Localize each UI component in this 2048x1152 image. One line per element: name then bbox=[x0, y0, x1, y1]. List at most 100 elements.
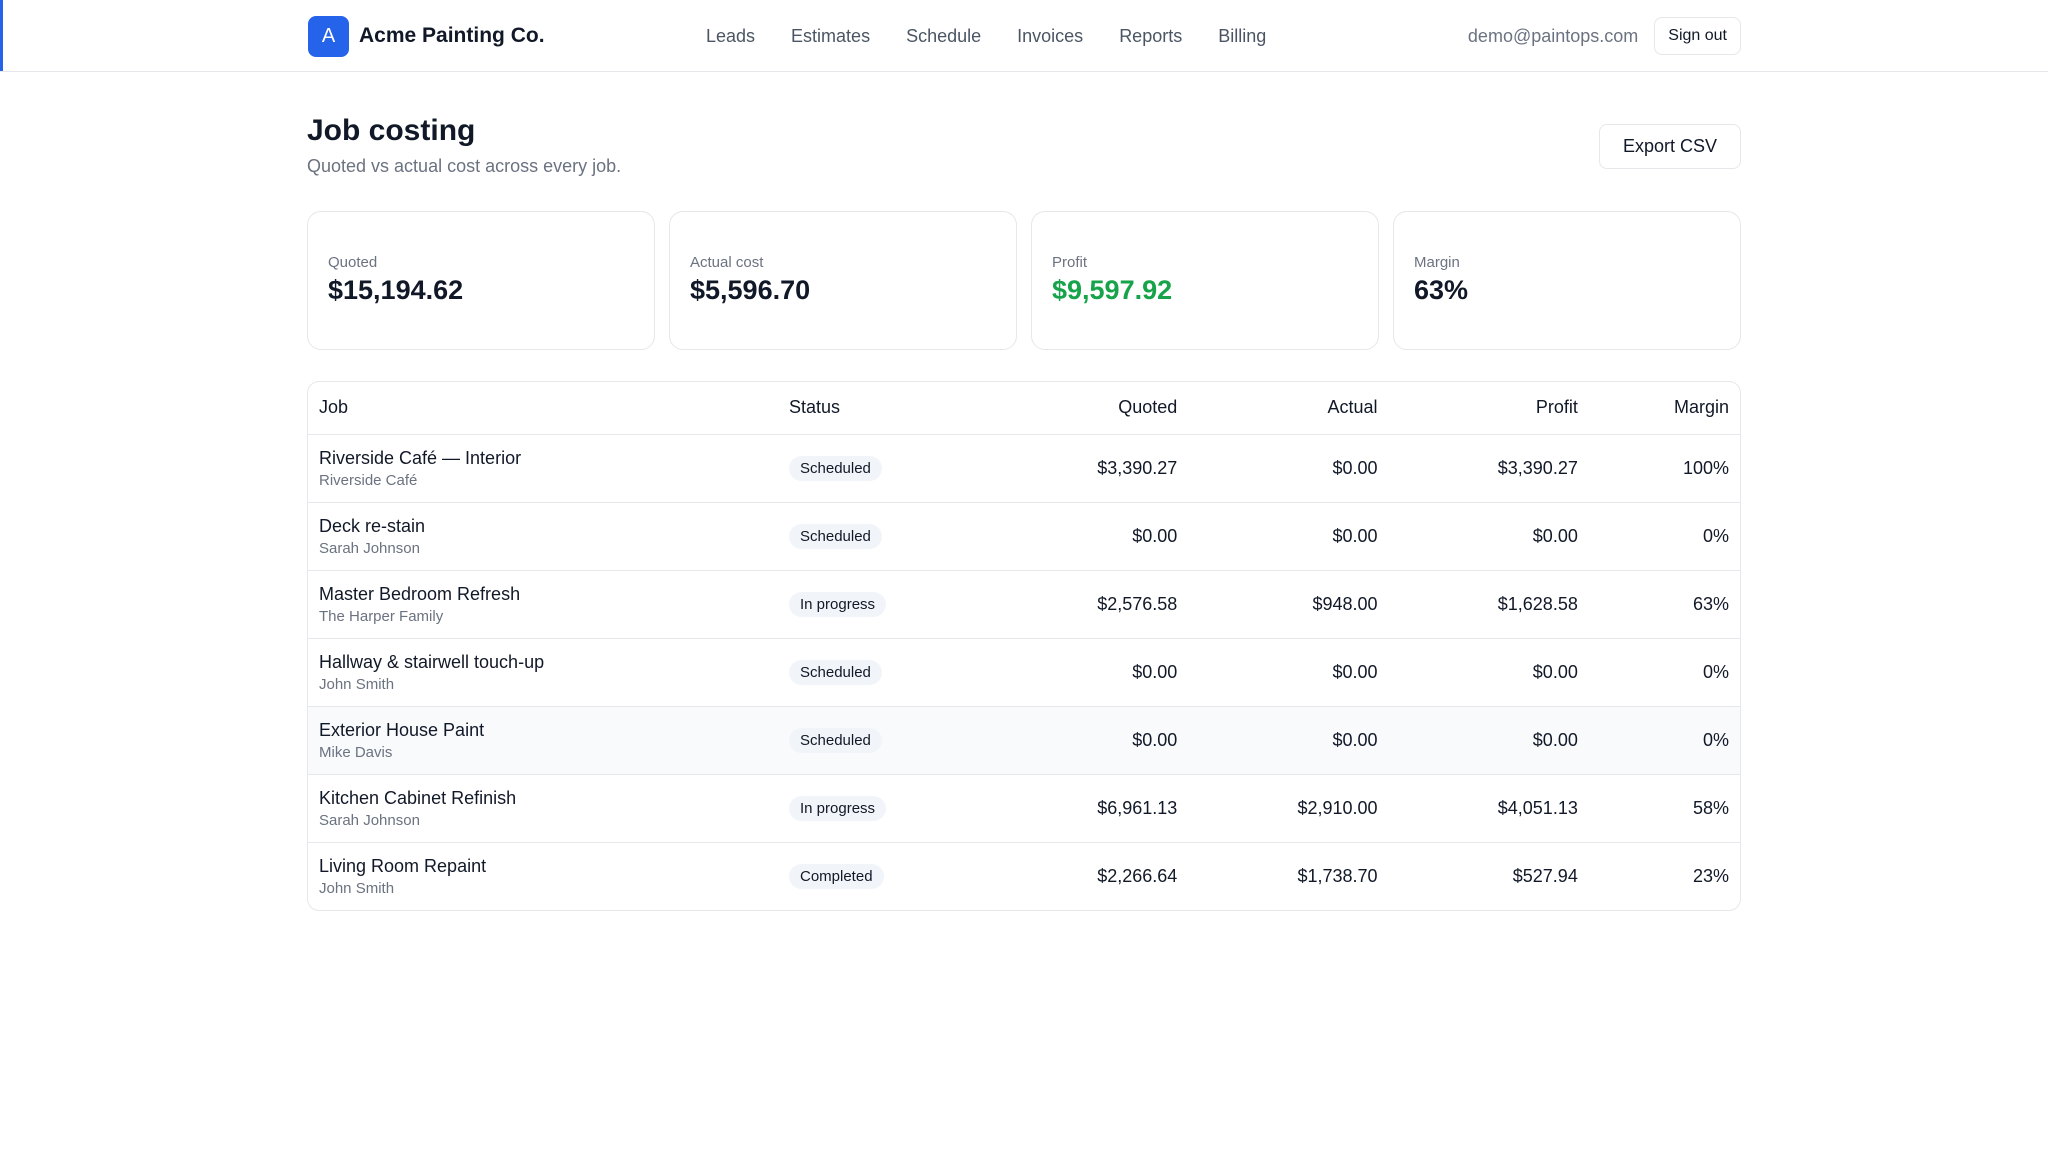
table-row[interactable]: Hallway & stairwell touch-up John Smith … bbox=[308, 638, 1740, 707]
job-name: Exterior House Paint bbox=[319, 719, 485, 740]
job-client: Riverside Café bbox=[319, 471, 418, 489]
actual-cell: $0.00 bbox=[1188, 502, 1389, 571]
job-cell: Living Room Repaint John Smith bbox=[308, 842, 778, 910]
summary-cards: Quoted $15,194.62 Actual cost $5,596.70 … bbox=[307, 211, 1741, 350]
actual-cost-total: $5,596.70 bbox=[690, 275, 811, 305]
brand[interactable]: A Acme Painting Co. bbox=[308, 15, 545, 57]
quoted-cell: $3,390.27 bbox=[988, 434, 1189, 503]
user-area: demo@paintops.com Sign out bbox=[1468, 17, 1741, 55]
margin-cell: 0% bbox=[1588, 502, 1740, 571]
table-row[interactable]: Living Room Repaint John Smith Completed… bbox=[308, 842, 1740, 910]
table-row[interactable]: Kitchen Cabinet Refinish Sarah Johnson I… bbox=[308, 774, 1740, 843]
user-email: demo@paintops.com bbox=[1467, 25, 1639, 46]
profit-total: $9,597.92 bbox=[1052, 275, 1173, 305]
table-header-row: Job Status Quoted Actual Profit Margin bbox=[308, 382, 1740, 435]
job-client: John Smith bbox=[319, 879, 395, 897]
profit-cell: $1,628.58 bbox=[1388, 570, 1589, 639]
status-cell: Scheduled bbox=[778, 502, 988, 571]
quoted-cell: $0.00 bbox=[988, 706, 1189, 775]
card-label: Profit bbox=[1052, 254, 1088, 271]
export-csv-button[interactable]: Export CSV bbox=[1599, 124, 1741, 169]
profit-cell: $0.00 bbox=[1388, 502, 1589, 571]
quoted-cell: $2,266.64 bbox=[1097, 865, 1178, 886]
column-header-job[interactable]: Job bbox=[308, 382, 778, 435]
status-cell: In progress bbox=[778, 774, 988, 843]
profit-card: Profit $9,597.92 bbox=[1031, 211, 1379, 350]
job-name: Master Bedroom Refresh bbox=[319, 583, 521, 604]
status-badge: In progress bbox=[789, 591, 887, 617]
table-row[interactable]: Master Bedroom Refresh The Harper Family… bbox=[308, 570, 1740, 639]
nav-reports[interactable]: Reports bbox=[1119, 25, 1183, 46]
brand-logo: A bbox=[308, 15, 349, 57]
nav-estimates[interactable]: Estimates bbox=[791, 25, 871, 46]
job-cell: Riverside Café — Interior Riverside Café bbox=[308, 434, 778, 503]
job-cell: Master Bedroom Refresh The Harper Family bbox=[308, 570, 778, 639]
nav-leads[interactable]: Leads bbox=[706, 25, 756, 46]
actual-cell: $0.00 bbox=[1188, 706, 1389, 775]
job-name: Hallway & stairwell touch-up bbox=[319, 651, 545, 672]
margin-cell: 63% bbox=[1588, 570, 1740, 639]
job-client: John Smith bbox=[319, 675, 395, 693]
quoted-cell: $0.00 bbox=[988, 502, 1189, 571]
job-client: Sarah Johnson bbox=[319, 811, 420, 829]
status-badge: Scheduled bbox=[789, 727, 882, 753]
column-header-actual[interactable]: Actual bbox=[1188, 382, 1389, 435]
table-row[interactable]: Exterior House Paint Mike Davis Schedule… bbox=[308, 706, 1740, 775]
job-client: Sarah Johnson bbox=[319, 539, 420, 557]
status-badge: In progress bbox=[789, 795, 887, 821]
nav-schedule[interactable]: Schedule bbox=[906, 25, 982, 46]
column-header-quoted[interactable]: Quoted bbox=[988, 382, 1189, 435]
margin-total: 63% bbox=[1414, 275, 1469, 305]
status-cell: Scheduled bbox=[778, 638, 988, 707]
brand-name: Acme Painting Co. bbox=[359, 24, 545, 47]
table-row[interactable]: Riverside Café — Interior Riverside Café… bbox=[308, 434, 1740, 503]
page-header: Job costing Quoted vs actual cost across… bbox=[307, 114, 1741, 177]
quoted-cell: $6,961.13 bbox=[988, 774, 1189, 843]
actual-cell: $2,910.00 bbox=[1188, 774, 1389, 843]
profit-cell: $527.94 bbox=[1512, 865, 1578, 886]
job-cell: Deck re-stain Sarah Johnson bbox=[308, 502, 778, 571]
status-cell: Scheduled bbox=[778, 706, 988, 775]
actual-cell: $1,738.70 bbox=[1297, 865, 1378, 886]
window-accent-bar bbox=[0, 0, 3, 72]
column-header-margin[interactable]: Margin bbox=[1588, 382, 1740, 435]
main-nav: Leads Estimates Schedule Invoices Report… bbox=[706, 0, 1266, 72]
status-cell: In progress bbox=[778, 570, 988, 639]
status-cell: Scheduled bbox=[778, 434, 988, 503]
status-cell: Completed bbox=[778, 842, 988, 910]
quoted-cell: $0.00 bbox=[988, 638, 1189, 707]
top-bar: A Acme Painting Co. Leads Estimates Sche… bbox=[0, 0, 2048, 72]
job-client: The Harper Family bbox=[319, 607, 444, 625]
job-name: Riverside Café — Interior bbox=[319, 447, 522, 468]
profit-cell: $0.00 bbox=[1388, 638, 1589, 707]
job-cell: Exterior House Paint Mike Davis bbox=[308, 706, 778, 775]
profit-cell: $3,390.27 bbox=[1388, 434, 1589, 503]
job-name: Kitchen Cabinet Refinish bbox=[319, 787, 517, 808]
quoted-card: Quoted $15,194.62 bbox=[307, 211, 655, 350]
profit-cell: $0.00 bbox=[1388, 706, 1589, 775]
margin-cell: 100% bbox=[1588, 434, 1740, 503]
status-badge: Scheduled bbox=[789, 455, 882, 481]
job-client: Mike Davis bbox=[319, 743, 393, 761]
nav-invoices[interactable]: Invoices bbox=[1017, 25, 1084, 46]
table-row[interactable]: Deck re-stain Sarah Johnson Scheduled $0… bbox=[308, 502, 1740, 571]
margin-card: Margin 63% bbox=[1393, 211, 1741, 350]
status-badge: Completed bbox=[789, 863, 884, 889]
actual-cost-card: Actual cost $5,596.70 bbox=[669, 211, 1017, 350]
job-name: Deck re-stain bbox=[319, 515, 426, 536]
actual-cell: $0.00 bbox=[1188, 638, 1389, 707]
column-header-status[interactable]: Status bbox=[778, 382, 988, 435]
quoted-total: $15,194.62 bbox=[328, 275, 464, 305]
nav-billing[interactable]: Billing bbox=[1218, 25, 1267, 46]
margin-cell: 0% bbox=[1588, 638, 1740, 707]
sign-out-button[interactable]: Sign out bbox=[1654, 17, 1741, 55]
job-cell: Hallway & stairwell touch-up John Smith bbox=[308, 638, 778, 707]
column-header-profit[interactable]: Profit bbox=[1388, 382, 1589, 435]
margin-cell: 0% bbox=[1588, 706, 1740, 775]
margin-cell: 58% bbox=[1588, 774, 1740, 843]
margin-cell: 23% bbox=[1692, 865, 1729, 886]
status-badge: Scheduled bbox=[789, 523, 882, 549]
job-name: Living Room Repaint bbox=[319, 855, 487, 876]
job-costing-table: Job Status Quoted Actual Profit Margin R… bbox=[307, 381, 1741, 911]
quoted-cell: $2,576.58 bbox=[988, 570, 1189, 639]
